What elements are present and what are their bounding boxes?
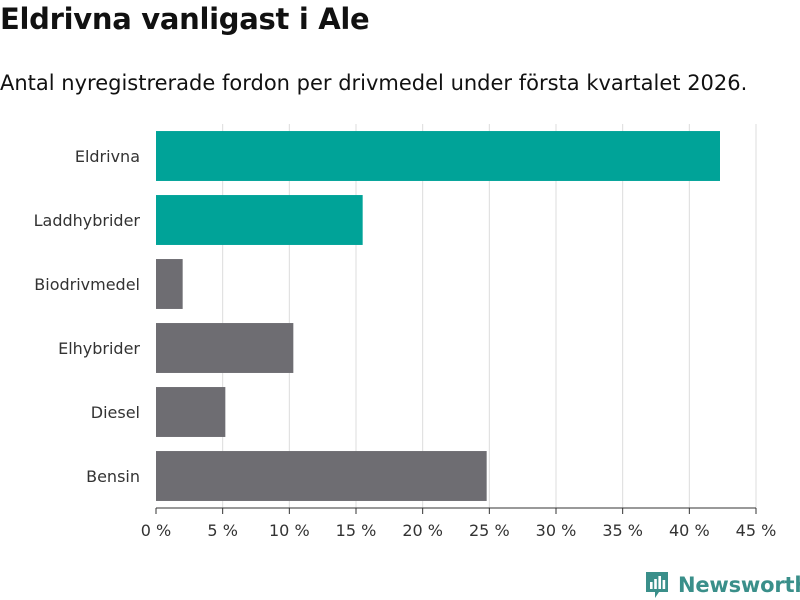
x-tick-label: 35 % [602,521,643,540]
x-tick-label: 45 % [736,521,777,540]
bar-bensin [156,451,487,501]
category-label: Eldrivna [75,147,140,166]
bar-diesel [156,387,226,437]
x-tick-label: 40 % [669,521,710,540]
x-tick-label: 0 % [141,521,171,540]
newsworthy-logo-icon [646,572,668,598]
bar-laddhybrider [156,195,363,245]
bar-eldrivna [156,131,720,181]
newsworthy-logo-text: Newsworthy [678,573,800,597]
category-labels: Eldrivna Laddhybrider Biodrivmedel Elhybrid… [34,147,141,486]
grid-lines [222,124,757,508]
bars [156,131,720,501]
x-tick-label: 5 % [207,521,237,540]
x-axis: 0 % 5 % 10 % 15 % 20 % 25 % 30 % 35 % 40 % 45 % [141,507,777,540]
bar-biodrivmedel [156,259,183,309]
chart-subtitle: Antal nyregistrerade fordon per drivmede… [0,71,748,95]
x-tick-label: 30 % [536,521,577,540]
category-label: Diesel [91,403,140,422]
bar-chart: Eldrivna Laddhybrider Biodrivmedel Elhybrid… [34,124,777,540]
category-label: Elhybrider [58,339,140,358]
bar-elhybrider [156,323,294,373]
category-label: Bensin [86,467,140,486]
newsworthy-logo: Newsworthy [644,570,800,600]
chart-title: Eldrivna vanligast i Ale [0,2,370,36]
category-label: Biodrivmedel [34,275,140,294]
category-label: Laddhybrider [34,211,141,230]
x-tick-label: 15 % [336,521,377,540]
x-tick-label: 20 % [402,521,443,540]
x-tick-label: 10 % [269,521,310,540]
x-tick-label: 25 % [469,521,510,540]
